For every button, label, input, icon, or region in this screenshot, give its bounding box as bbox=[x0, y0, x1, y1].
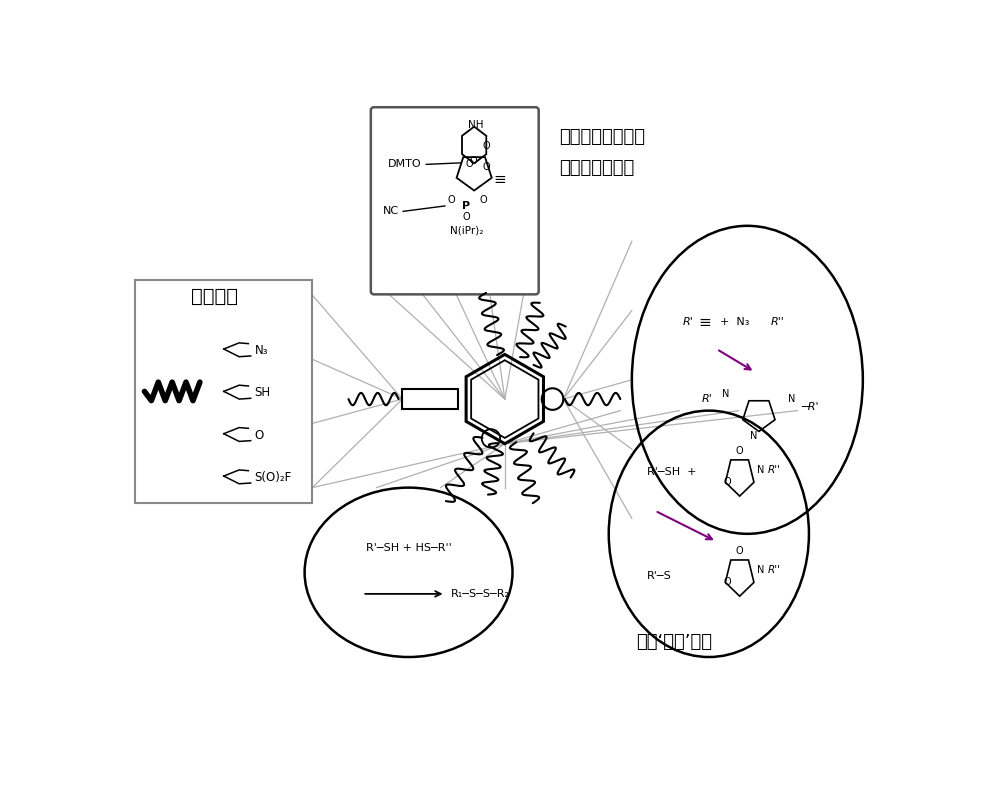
Text: 底物修饰: 底物修饰 bbox=[191, 287, 238, 306]
Text: SH: SH bbox=[255, 387, 271, 399]
Text: NH: NH bbox=[468, 120, 483, 131]
Text: R'': R'' bbox=[767, 565, 780, 575]
Text: R': R' bbox=[683, 317, 693, 327]
Text: R'─SH  +: R'─SH + bbox=[647, 467, 697, 477]
Text: N: N bbox=[722, 388, 729, 399]
Text: O: O bbox=[736, 445, 743, 456]
Text: R': R' bbox=[702, 394, 713, 404]
Text: R₁─S─S─R₂: R₁─S─S─R₂ bbox=[451, 589, 510, 599]
Text: N: N bbox=[757, 465, 764, 475]
Text: O: O bbox=[482, 162, 490, 172]
FancyBboxPatch shape bbox=[371, 108, 539, 294]
Text: O: O bbox=[736, 546, 743, 556]
Text: NC: NC bbox=[383, 206, 399, 217]
Text: 已知核苷酸修饰和: 已知核苷酸修饰和 bbox=[559, 128, 645, 146]
Text: O: O bbox=[255, 429, 264, 441]
Text: O: O bbox=[466, 159, 473, 169]
Text: +  N₃: + N₃ bbox=[720, 317, 750, 327]
Text: O: O bbox=[463, 212, 470, 221]
FancyBboxPatch shape bbox=[402, 388, 458, 410]
Text: N: N bbox=[788, 394, 796, 404]
Text: O: O bbox=[447, 195, 455, 205]
Text: ─R': ─R' bbox=[801, 402, 819, 412]
Text: R'': R'' bbox=[770, 317, 784, 327]
Text: O: O bbox=[724, 577, 731, 587]
Text: O: O bbox=[482, 141, 490, 151]
Text: N(iPr)₂: N(iPr)₂ bbox=[450, 225, 483, 236]
Text: O: O bbox=[470, 156, 478, 166]
Text: O: O bbox=[480, 195, 487, 205]
Text: R'─SH + HS─R'': R'─SH + HS─R'' bbox=[366, 543, 451, 553]
Text: R'─S: R'─S bbox=[647, 571, 672, 581]
Text: R'': R'' bbox=[767, 465, 780, 475]
Text: N: N bbox=[757, 565, 764, 575]
Text: N: N bbox=[750, 431, 758, 441]
Text: ≡: ≡ bbox=[699, 315, 711, 330]
Text: O: O bbox=[724, 477, 731, 487]
Text: 正交‘点击’策略: 正交‘点击’策略 bbox=[636, 633, 712, 651]
Text: 新的核苷酸修饰: 新的核苷酸修饰 bbox=[559, 159, 634, 177]
Text: DMTO: DMTO bbox=[388, 159, 421, 169]
Text: P: P bbox=[462, 201, 471, 211]
Text: N₃: N₃ bbox=[255, 344, 268, 357]
Text: S(O)₂F: S(O)₂F bbox=[255, 471, 292, 484]
FancyBboxPatch shape bbox=[135, 280, 312, 503]
Text: ≡: ≡ bbox=[493, 172, 506, 187]
